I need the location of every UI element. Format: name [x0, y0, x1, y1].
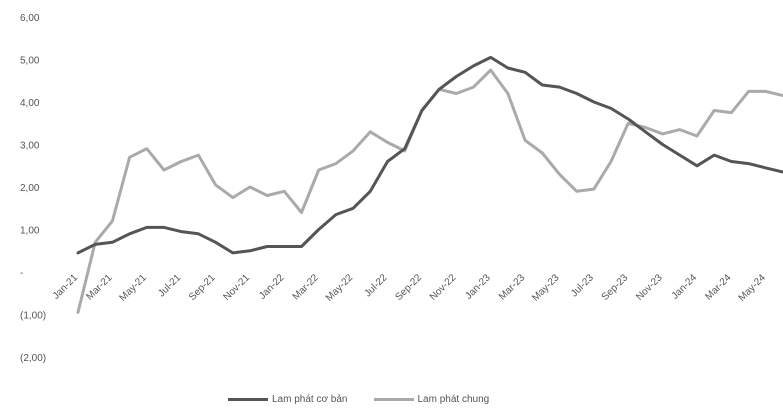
legend-swatch-core-inflation	[228, 398, 268, 401]
y-tick-label: 5,00	[20, 56, 40, 67]
x-tick-label: May-22	[324, 272, 356, 304]
y-tick-label: (2,00)	[20, 353, 46, 364]
x-tick-label: May-24	[737, 272, 769, 304]
x-tick-label: Sep-21	[187, 272, 218, 303]
legend-item-core-inflation: Lam phát cơ bản	[228, 394, 348, 405]
y-tick-label: -	[20, 268, 23, 279]
x-tick-label: Sep-23	[600, 272, 631, 303]
x-tick-label: May-21	[118, 272, 150, 304]
x-tick-label: Jul-23	[569, 272, 596, 299]
y-tick-label: (1,00)	[20, 311, 46, 322]
x-tick-label: Jan-21	[51, 272, 81, 302]
y-tick-label: 4,00	[20, 98, 40, 109]
x-tick-label: Jul-22	[363, 272, 390, 299]
series-lines	[76, 55, 783, 314]
y-tick-label: 3,00	[20, 141, 40, 152]
x-tick-label: Mar-24	[703, 272, 733, 302]
y-tick-label: 6,00	[20, 13, 40, 24]
x-tick-label: Mar-21	[84, 272, 114, 302]
x-tick-label: Jan-22	[257, 272, 287, 302]
x-tick-label: Sep-22	[393, 272, 424, 303]
x-tick-label: Jan-23	[463, 272, 493, 302]
x-tick-label: Nov-22	[428, 272, 459, 303]
x-axis-ticks: Jan-21 Mar-21 May-21 Jul-21 Sep-21 Nov-21 Jan-…	[51, 272, 769, 304]
x-tick-label: May-23	[530, 272, 562, 304]
x-tick-label: Nov-23	[634, 272, 665, 303]
series-line-core-inflation	[76, 55, 783, 255]
x-tick-label: Mar-23	[497, 272, 527, 302]
legend-label-core-inflation: Lam phát cơ bản	[272, 394, 348, 405]
legend: Lam phát cơ bản Lam phát chung	[228, 394, 489, 405]
y-tick-label: 1,00	[20, 226, 40, 237]
y-tick-label: 2,00	[20, 183, 40, 194]
x-tick-label: Jul-21	[156, 272, 183, 299]
legend-label-headline-inflation: Lam phát chung	[417, 394, 490, 405]
x-tick-label: Jan-24	[670, 272, 700, 302]
legend-swatch-headline-inflation	[373, 398, 414, 401]
x-tick-label: Nov-21	[221, 272, 252, 303]
y-axis-ticks: 6,00 5,00 4,00 3,00 2,00 1,00 - (1,00) (2,00)	[20, 13, 46, 364]
series-line-headline-inflation	[76, 68, 783, 314]
legend-item-headline-inflation: Lam phát chung	[373, 394, 490, 405]
x-tick-label: Mar-22	[291, 272, 321, 302]
